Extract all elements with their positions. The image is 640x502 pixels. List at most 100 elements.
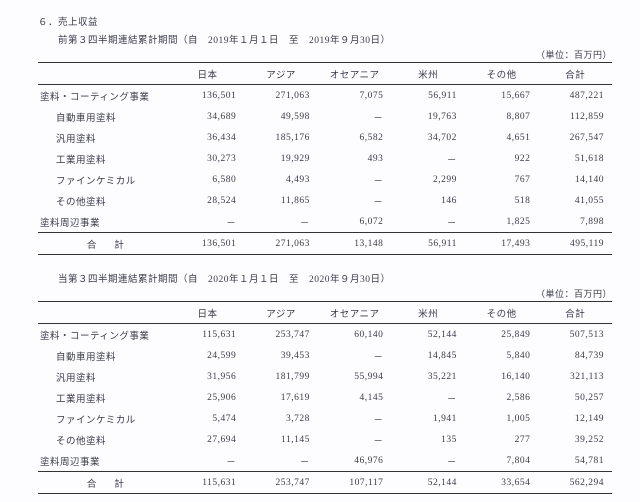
table-row: 塗料・コーティング事業136,501271,0637,07556,91115,6… [38, 85, 612, 107]
cell-value: 5,474 [171, 408, 245, 429]
cell-value: 34,702 [391, 127, 465, 148]
cell-value: 495,119 [538, 233, 612, 255]
cell-value: 253,747 [244, 472, 318, 494]
cell-value: 28,524 [171, 190, 245, 211]
table-row: 塗料周辺事業－－6,072－1,8257,898 [38, 211, 612, 233]
cell-value: 136,501 [171, 85, 245, 107]
cell-value: 1,825 [465, 211, 539, 233]
header-row: 日本アジアオセアニア米州その他合計 [38, 63, 612, 85]
cell-value: 2,299 [391, 169, 465, 190]
col-header: オセアニア [318, 63, 392, 85]
cell-value: 11,145 [244, 429, 318, 450]
cell-value: － [318, 169, 392, 190]
cell-value: － [171, 450, 245, 472]
cell-value: 185,176 [244, 127, 318, 148]
revenue-table-prev: 日本アジアオセアニア米州その他合計 塗料・コーティング事業136,501271,… [38, 62, 612, 255]
cell-value: － [391, 387, 465, 408]
cell-value: 767 [465, 169, 539, 190]
cell-value: 7,898 [538, 211, 612, 233]
cell-value: 51,618 [538, 148, 612, 169]
period-curr: 当第３四半期連結累計期間（自 2020年１月１日 至 2020年９月30日） [38, 271, 612, 285]
cell-value: 8,807 [465, 106, 539, 127]
cell-value: 33,654 [465, 472, 539, 494]
col-header-blank [38, 63, 171, 85]
unit-label-1: （単位：百万円） [38, 48, 612, 61]
table-row: その他塗料28,52411,865－14651841,055 [38, 190, 612, 211]
cell-value: － [391, 450, 465, 472]
cell-value: 135 [391, 429, 465, 450]
cell-value: 4,145 [318, 387, 392, 408]
cell-value: 17,493 [465, 233, 539, 255]
row-label: 工業用塗料 [38, 387, 171, 408]
cell-value: 12,149 [538, 408, 612, 429]
cell-value: 24,599 [171, 345, 245, 366]
cell-value: 11,865 [244, 190, 318, 211]
cell-value: 7,075 [318, 85, 392, 107]
cell-value: 13,148 [318, 233, 392, 255]
cell-value: 107,117 [318, 472, 392, 494]
cell-value: 16,140 [465, 366, 539, 387]
col-header: 米州 [391, 63, 465, 85]
col-header: 合計 [538, 63, 612, 85]
cell-value: － [171, 211, 245, 233]
cell-value: 52,144 [391, 472, 465, 494]
col-header: 日本 [171, 302, 245, 324]
total-label: 合計 [38, 233, 171, 255]
cell-value: － [391, 211, 465, 233]
cell-value: 6,072 [318, 211, 392, 233]
table-row: 汎用塗料31,956181,79955,99435,22116,140321,1… [38, 366, 612, 387]
table-row: 自動車用塗料24,59939,453－14,8455,84084,739 [38, 345, 612, 366]
cell-value: 19,763 [391, 106, 465, 127]
row-label: ファインケミカル [38, 408, 171, 429]
cell-value: 7,804 [465, 450, 539, 472]
cell-value: － [318, 106, 392, 127]
col-header: 合計 [538, 302, 612, 324]
cell-value: 55,994 [318, 366, 392, 387]
cell-value: 518 [465, 190, 539, 211]
cell-value: 4,493 [244, 169, 318, 190]
cell-value: 39,453 [244, 345, 318, 366]
cell-value: 562,294 [538, 472, 612, 494]
col-header: その他 [465, 63, 539, 85]
cell-value: 41,055 [538, 190, 612, 211]
row-label: その他塗料 [38, 190, 171, 211]
table-row: 塗料周辺事業－－46,976－7,80454,781 [38, 450, 612, 472]
table-row: 工業用塗料25,90617,6194,145－2,58650,257 [38, 387, 612, 408]
table-row: ファインケミカル5,4743,728－1,9411,00512,149 [38, 408, 612, 429]
col-header: アジア [244, 302, 318, 324]
cell-value: 271,063 [244, 85, 318, 107]
cell-value: 6,580 [171, 169, 245, 190]
revenue-table-curr: 日本アジアオセアニア米州その他合計 塗料・コーティング事業115,631253,… [38, 301, 612, 494]
total-row: 合計136,501271,06313,14856,91117,493495,11… [38, 233, 612, 255]
cell-value: 507,513 [538, 324, 612, 346]
cell-value: 112,859 [538, 106, 612, 127]
cell-value: 19,929 [244, 148, 318, 169]
cell-value: 146 [391, 190, 465, 211]
row-label: 塗料・コーティング事業 [38, 85, 171, 107]
cell-value: 31,956 [171, 366, 245, 387]
cell-value: 84,739 [538, 345, 612, 366]
row-label: 塗料周辺事業 [38, 450, 171, 472]
cell-value: 2,586 [465, 387, 539, 408]
cell-value: 6,582 [318, 127, 392, 148]
cell-value: 487,221 [538, 85, 612, 107]
cell-value: 922 [465, 148, 539, 169]
cell-value: 1,941 [391, 408, 465, 429]
col-header: アジア [244, 63, 318, 85]
row-label: 工業用塗料 [38, 148, 171, 169]
cell-value: 1,005 [465, 408, 539, 429]
cell-value: 36,434 [171, 127, 245, 148]
cell-value: 14,845 [391, 345, 465, 366]
cell-value: 5,840 [465, 345, 539, 366]
cell-value: 493 [318, 148, 392, 169]
cell-value: 271,063 [244, 233, 318, 255]
cell-value: 27,694 [171, 429, 245, 450]
row-label: 汎用塗料 [38, 127, 171, 148]
table-row: ファインケミカル6,5804,493－2,29976714,140 [38, 169, 612, 190]
col-header: 日本 [171, 63, 245, 85]
table-row: 自動車用塗料34,68949,598－19,7638,807112,859 [38, 106, 612, 127]
cell-value: － [318, 190, 392, 211]
row-label: 汎用塗料 [38, 366, 171, 387]
cell-value: 17,619 [244, 387, 318, 408]
cell-value: － [318, 408, 392, 429]
